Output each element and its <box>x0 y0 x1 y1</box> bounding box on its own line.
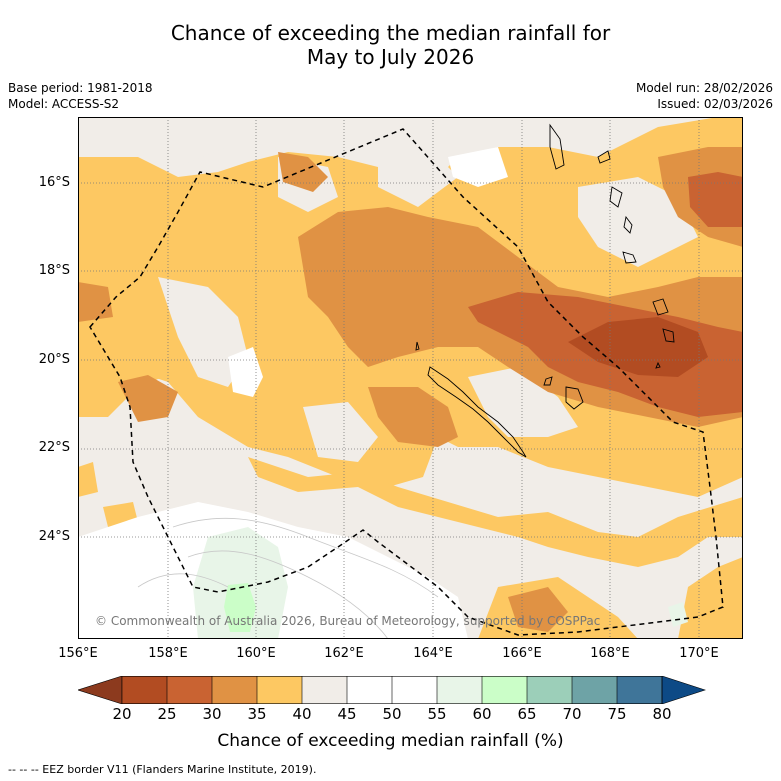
cb-tick-45: 45 <box>337 705 357 723</box>
cb-tick-55: 55 <box>427 705 447 723</box>
cb-30-35 <box>212 676 257 704</box>
cb-75-80 <box>617 676 662 704</box>
meta-left: Base period: 1981-2018 Model: ACCESS-S2 <box>8 80 153 112</box>
lon-label-162e: 162°E <box>324 646 364 661</box>
cb-35-40 <box>257 676 302 704</box>
contour-lines <box>137 517 439 639</box>
cb-25-30 <box>167 676 212 704</box>
zone-55-60 <box>193 527 688 639</box>
cb-tick-50: 50 <box>382 705 402 723</box>
cb-40-45 <box>302 676 347 704</box>
cb-50-55 <box>392 676 437 704</box>
lon-label-170e: 170°E <box>679 646 719 661</box>
copyright-notice: © Commonwealth of Australia 2026, Bureau… <box>95 614 601 628</box>
cb-70-75 <box>572 676 617 704</box>
lat-label-18s: 18°S <box>38 263 70 278</box>
cb-45-50 <box>347 676 392 704</box>
cb-tick-75: 75 <box>607 705 627 723</box>
cb-tick-60: 60 <box>472 705 492 723</box>
base-period: Base period: 1981-2018 <box>8 81 153 95</box>
cb-tick-25: 25 <box>157 705 177 723</box>
cb-65-70 <box>527 676 572 704</box>
cb-60-65 <box>482 676 527 704</box>
eez-footnote: -- -- -- EEZ border V11 (Flanders Marine… <box>8 763 317 776</box>
lon-label-156e: 156°E <box>58 646 98 661</box>
colorbar-dividers <box>121 676 663 704</box>
map-panel <box>78 117 743 639</box>
lon-label-158e: 158°E <box>148 646 188 661</box>
lon-label-168e: 168°E <box>590 646 630 661</box>
issued-date: Issued: 02/03/2026 <box>657 97 773 111</box>
map-frame <box>78 117 743 639</box>
lon-label-166e: 166°E <box>502 646 542 661</box>
graticule <box>78 117 743 639</box>
cb-tick-35: 35 <box>247 705 267 723</box>
cb-20-25 <box>122 676 167 704</box>
lat-label-20s: 20°S <box>38 352 70 367</box>
lat-label-16s: 16°S <box>38 175 70 190</box>
cb-lt20 <box>77 675 123 705</box>
zone-60-65 <box>224 583 256 632</box>
cb-gt80 <box>661 675 706 705</box>
map-title-line1: Chance of exceeding the median rainfall … <box>170 21 611 45</box>
lat-label-22s: 22°S <box>38 440 70 455</box>
coastlines <box>415 123 675 458</box>
map-title-line2: May to July 2026 <box>306 45 475 69</box>
meta-right: Model run: 28/02/2026 Issued: 02/03/2026 <box>636 80 773 112</box>
cb-tick-30: 30 <box>202 705 222 723</box>
cb-tick-80: 80 <box>652 705 672 723</box>
cb-tick-65: 65 <box>517 705 537 723</box>
colorbar <box>77 675 706 705</box>
colorbar-svg <box>77 675 706 705</box>
rainfall-map <box>78 117 743 639</box>
cb-55-60 <box>437 676 482 704</box>
lon-label-160e: 160°E <box>236 646 276 661</box>
lat-label-24s: 24°S <box>38 529 70 544</box>
model-name: Model: ACCESS-S2 <box>8 97 120 111</box>
lon-label-164e: 164°E <box>413 646 453 661</box>
colorbar-title: Chance of exceeding median rainfall (%) <box>217 731 564 751</box>
model-run: Model run: 28/02/2026 <box>635 81 773 95</box>
cb-tick-70: 70 <box>562 705 582 723</box>
cb-tick-20: 20 <box>112 705 132 723</box>
cb-tick-40: 40 <box>292 705 312 723</box>
eez-border <box>89 128 724 636</box>
